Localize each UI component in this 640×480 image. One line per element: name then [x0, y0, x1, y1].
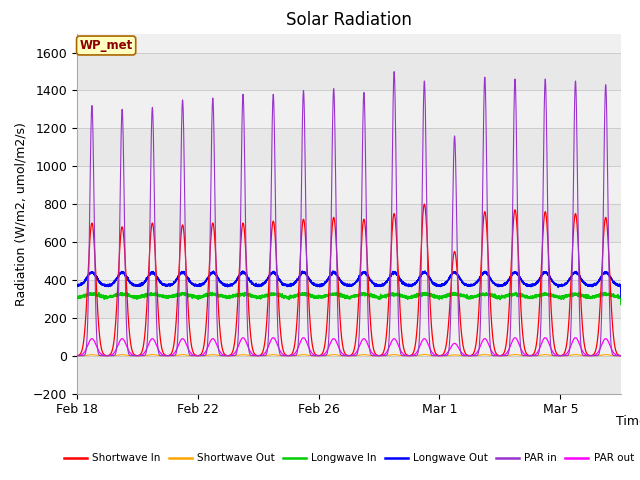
- Legend: Shortwave In, Shortwave Out, Longwave In, Longwave Out, PAR in, PAR out: Shortwave In, Shortwave Out, Longwave In…: [60, 449, 638, 468]
- Bar: [77, 356, 621, 394]
- Bar: [77, 204, 621, 242]
- X-axis label: Time: Time: [616, 415, 640, 428]
- Bar: [77, 128, 621, 166]
- Bar: [77, 280, 621, 318]
- Bar: [77, 52, 621, 90]
- Y-axis label: Radiation (W/m2, umol/m2/s): Radiation (W/m2, umol/m2/s): [14, 121, 27, 306]
- Title: Solar Radiation: Solar Radiation: [286, 11, 412, 29]
- Text: WP_met: WP_met: [79, 39, 132, 52]
